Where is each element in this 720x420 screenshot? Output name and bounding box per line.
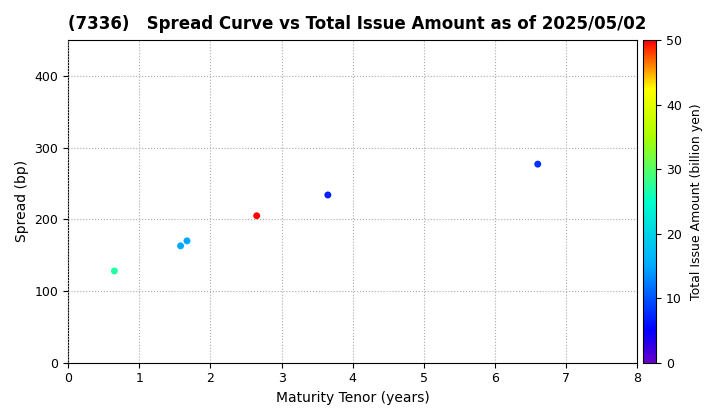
Text: (7336)   Spread Curve vs Total Issue Amount as of 2025/05/02: (7336) Spread Curve vs Total Issue Amoun…: [68, 15, 647, 33]
Point: [532, 161, 544, 168]
X-axis label: Maturity Tenor (years): Maturity Tenor (years): [276, 391, 430, 405]
Point: [181, 237, 193, 244]
Point: [251, 213, 263, 219]
Y-axis label: Spread (bp): Spread (bp): [15, 160, 29, 242]
Y-axis label: Total Issue Amount (billion yen): Total Issue Amount (billion yen): [690, 103, 703, 300]
Point: [175, 242, 186, 249]
Point: [109, 268, 120, 274]
Point: [322, 192, 333, 198]
